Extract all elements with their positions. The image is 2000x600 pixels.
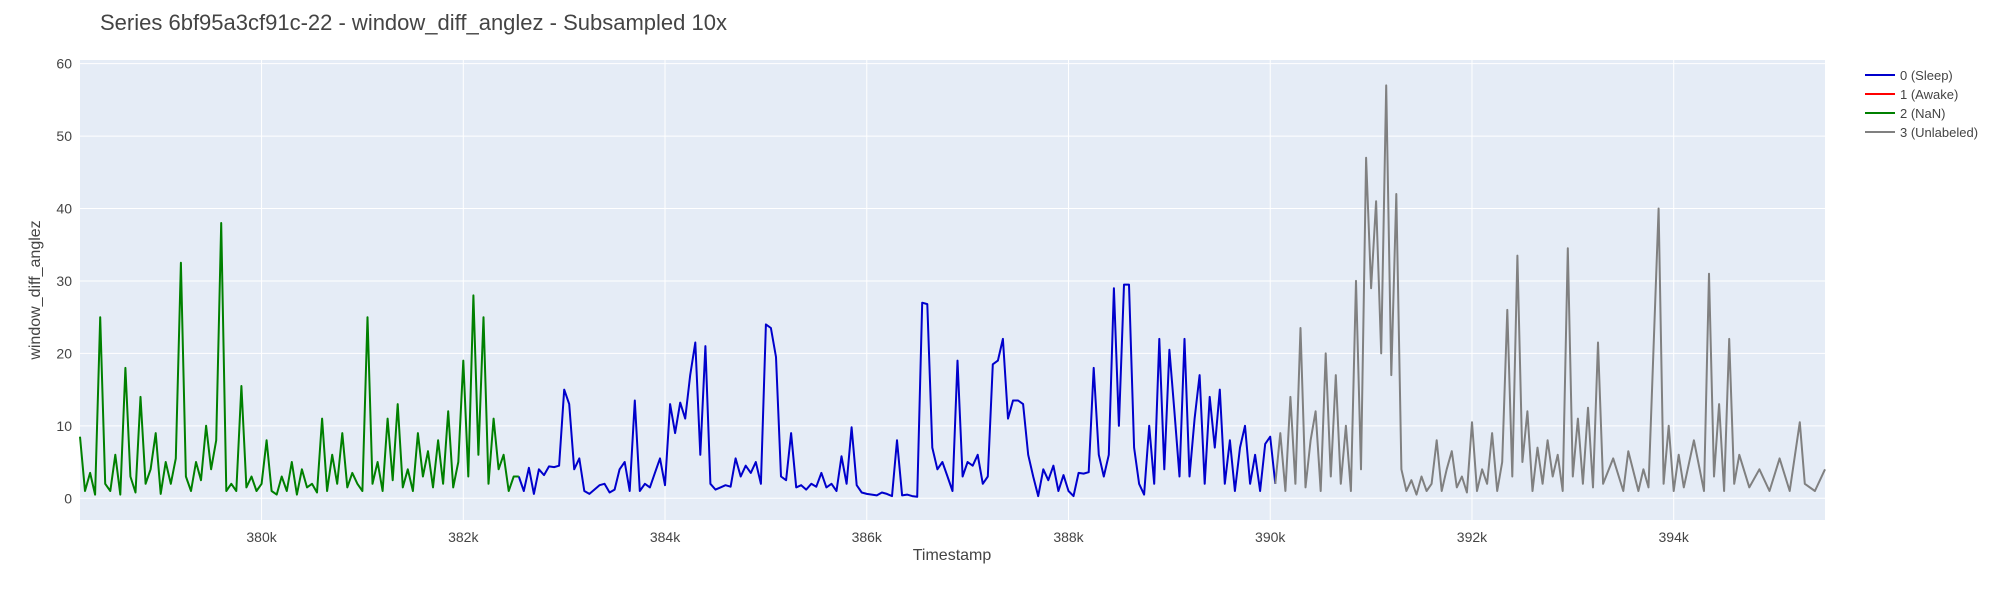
y-axis-title: window_diff_anglez <box>27 220 44 360</box>
grid-lines <box>80 60 1825 520</box>
x-tick-label: 388k <box>1053 529 1084 545</box>
series-line-2[interactable] <box>79 222 519 496</box>
x-tick-label: 386k <box>852 529 883 545</box>
legend-item-2[interactable]: 2 (NaN) <box>1900 106 1946 121</box>
series-line-0[interactable] <box>517 283 1277 498</box>
x-tick-label: 384k <box>650 529 681 545</box>
x-tick-label: 390k <box>1255 529 1286 545</box>
series-line-3[interactable] <box>1274 84 1826 496</box>
y-tick-label: 40 <box>56 201 72 217</box>
y-tick-label: 50 <box>56 128 72 144</box>
legend-item-3[interactable]: 3 (Unlabeled) <box>1900 125 1978 140</box>
chart-title: Series 6bf95a3cf91c-22 - window_diff_ang… <box>100 10 727 35</box>
x-tick-label: 382k <box>448 529 479 545</box>
legend-item-0[interactable]: 0 (Sleep) <box>1900 68 1953 83</box>
legend-item-1[interactable]: 1 (Awake) <box>1900 87 1958 102</box>
x-tick-label: 380k <box>246 529 277 545</box>
y-tick-label: 10 <box>56 418 72 434</box>
series-lines <box>79 84 1826 498</box>
y-tick-label: 60 <box>56 56 72 72</box>
x-tick-label: 394k <box>1659 529 1690 545</box>
y-tick-label: 30 <box>56 273 72 289</box>
y-axis: 0 10 20 30 40 50 60 <box>56 56 72 507</box>
y-tick-label: 20 <box>56 345 72 361</box>
y-tick-label: 0 <box>64 490 72 506</box>
legend: 0 (Sleep) 1 (Awake) 2 (NaN) 3 (Unlabeled) <box>1865 68 1978 140</box>
x-axis-title: Timestamp <box>913 547 992 564</box>
x-axis: 380k 382k 384k 386k 388k 390k 392k 394k <box>246 529 1689 545</box>
x-tick-label: 392k <box>1457 529 1488 545</box>
